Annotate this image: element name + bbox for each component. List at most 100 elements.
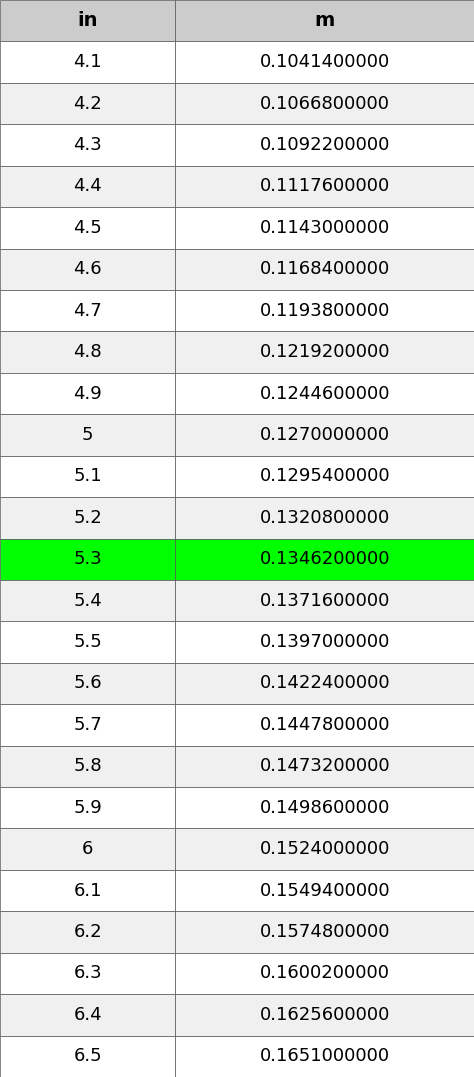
Bar	[0, 787, 175, 828]
Text: 4.6: 4.6	[73, 261, 102, 278]
Text: 0.1168400000: 0.1168400000	[260, 261, 390, 278]
Bar	[175, 415, 474, 456]
Text: 0.1346200000: 0.1346200000	[259, 550, 390, 569]
Text: 0.1549400000: 0.1549400000	[259, 882, 390, 899]
Bar	[0, 538, 175, 579]
Text: 6.5: 6.5	[73, 1047, 102, 1065]
Bar	[0, 1036, 175, 1077]
Text: 0.1295400000: 0.1295400000	[259, 467, 390, 486]
Bar	[175, 828, 474, 870]
Bar	[175, 41, 474, 83]
Text: 6.1: 6.1	[73, 882, 102, 899]
Text: 0.1244600000: 0.1244600000	[259, 384, 390, 403]
Text: 4.1: 4.1	[73, 53, 102, 71]
Bar	[0, 249, 175, 290]
Bar	[0, 911, 175, 953]
Bar	[0, 579, 175, 621]
Bar	[175, 1036, 474, 1077]
Bar	[175, 373, 474, 415]
Bar	[175, 166, 474, 207]
Text: 5.8: 5.8	[73, 757, 102, 775]
Text: 0.1600200000: 0.1600200000	[260, 964, 390, 982]
Bar	[175, 498, 474, 538]
Text: 4.2: 4.2	[73, 95, 102, 113]
Text: 0.1041400000: 0.1041400000	[260, 53, 390, 71]
Text: 0.1320800000: 0.1320800000	[260, 508, 390, 527]
Text: 4.5: 4.5	[73, 219, 102, 237]
Text: 4.3: 4.3	[73, 136, 102, 154]
Text: 0.1193800000: 0.1193800000	[259, 302, 390, 320]
Text: m: m	[315, 11, 335, 30]
Text: 4.7: 4.7	[73, 302, 102, 320]
Text: 0.1397000000: 0.1397000000	[259, 633, 390, 652]
Bar	[175, 207, 474, 249]
Bar	[0, 415, 175, 456]
Text: 5.2: 5.2	[73, 508, 102, 527]
Text: 0.1219200000: 0.1219200000	[259, 344, 390, 361]
Bar	[175, 538, 474, 579]
Bar	[175, 456, 474, 498]
Bar	[175, 249, 474, 290]
Bar	[0, 332, 175, 373]
Bar	[0, 662, 175, 704]
Text: 0.1447800000: 0.1447800000	[259, 716, 390, 733]
Bar	[0, 704, 175, 745]
Text: 4.4: 4.4	[73, 178, 102, 195]
Text: 0.1066800000: 0.1066800000	[260, 95, 390, 113]
Bar	[175, 332, 474, 373]
Text: in: in	[77, 11, 98, 30]
Text: 4.8: 4.8	[73, 344, 102, 361]
Text: 0.1371600000: 0.1371600000	[259, 591, 390, 610]
Bar	[0, 456, 175, 498]
Bar	[175, 953, 474, 994]
Bar	[175, 704, 474, 745]
Bar	[0, 621, 175, 662]
Bar	[175, 621, 474, 662]
Bar	[0, 953, 175, 994]
Bar	[175, 124, 474, 166]
Text: 6.3: 6.3	[73, 964, 102, 982]
Bar	[0, 290, 175, 332]
Bar	[0, 41, 175, 83]
Text: 5.7: 5.7	[73, 716, 102, 733]
Bar	[0, 207, 175, 249]
Bar	[0, 166, 175, 207]
Bar	[175, 787, 474, 828]
Text: 6.4: 6.4	[73, 1006, 102, 1024]
Text: 5: 5	[82, 425, 93, 444]
Text: 0.1524000000: 0.1524000000	[259, 840, 390, 858]
Text: 6.2: 6.2	[73, 923, 102, 941]
Text: 0.1574800000: 0.1574800000	[259, 923, 390, 941]
Text: 5.1: 5.1	[73, 467, 102, 486]
Bar	[175, 579, 474, 621]
Text: 0.1651000000: 0.1651000000	[260, 1047, 390, 1065]
Text: 5.9: 5.9	[73, 799, 102, 816]
Bar	[175, 662, 474, 704]
Bar	[0, 0, 175, 41]
Text: 0.1498600000: 0.1498600000	[259, 799, 390, 816]
Bar	[175, 745, 474, 787]
Text: 5.6: 5.6	[73, 674, 102, 693]
Bar	[0, 373, 175, 415]
Text: 0.1473200000: 0.1473200000	[259, 757, 390, 775]
Text: 5.5: 5.5	[73, 633, 102, 652]
Text: 0.1422400000: 0.1422400000	[259, 674, 390, 693]
Bar	[175, 290, 474, 332]
Text: 0.1143000000: 0.1143000000	[260, 219, 390, 237]
Bar	[175, 0, 474, 41]
Text: 0.1092200000: 0.1092200000	[259, 136, 390, 154]
Text: 0.1270000000: 0.1270000000	[260, 425, 390, 444]
Text: 0.1117600000: 0.1117600000	[260, 178, 390, 195]
Bar	[0, 83, 175, 124]
Text: 6: 6	[82, 840, 93, 858]
Text: 5.4: 5.4	[73, 591, 102, 610]
Text: 4.9: 4.9	[73, 384, 102, 403]
Text: 0.1625600000: 0.1625600000	[259, 1006, 390, 1024]
Bar	[0, 994, 175, 1036]
Bar	[0, 745, 175, 787]
Bar	[0, 870, 175, 911]
Text: 5.3: 5.3	[73, 550, 102, 569]
Bar	[175, 994, 474, 1036]
Bar	[0, 498, 175, 538]
Bar	[175, 870, 474, 911]
